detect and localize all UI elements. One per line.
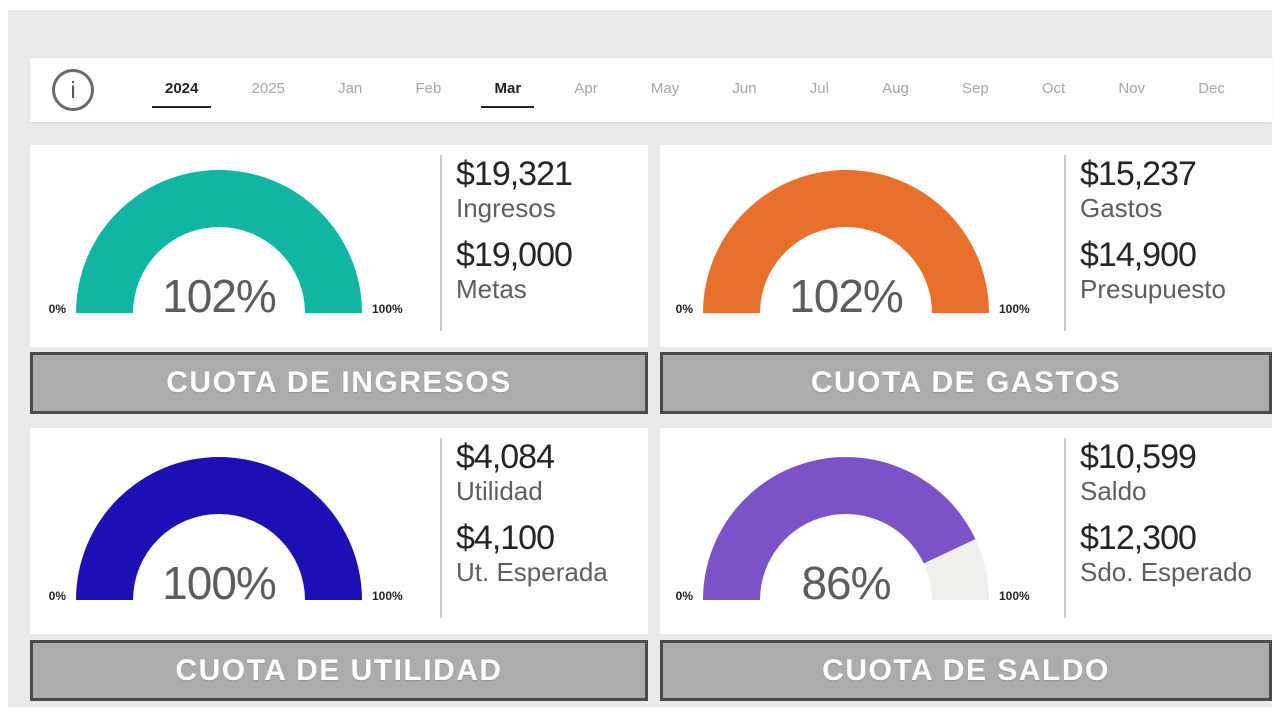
gauge-area: 86% 0% 100% <box>660 428 1064 634</box>
slicer-month-dec[interactable]: Dec <box>1198 80 1225 97</box>
kpi-value: $4,084 <box>456 438 555 476</box>
gauge-percent-label: 102% <box>789 270 904 322</box>
gauge-percent-label: 102% <box>162 270 277 322</box>
kpi-card-saldo: 86% 0% 100% $10,599 Saldo $12,300 Sdo. E… <box>660 428 1272 634</box>
vertical-divider <box>1064 438 1066 618</box>
gauge-ingresos[interactable]: 102% 0% 100% <box>49 167 403 319</box>
filter-bar: i 2024 2025 Jan Feb Mar Apr May Jun Jul … <box>30 58 1272 122</box>
card-title-ingresos: CUOTA DE INGRESOS <box>30 352 648 414</box>
kpi-value: $10,599 <box>1080 438 1197 476</box>
slicer-year-2024[interactable]: 2024 <box>152 72 212 108</box>
vertical-divider <box>440 438 442 618</box>
slicer-month-nov[interactable]: Nov <box>1118 80 1146 97</box>
kpi-value-label: Gastos <box>1080 193 1163 224</box>
gauge-arc-gastos <box>703 170 989 313</box>
kpi-target-label: Metas <box>456 274 527 305</box>
kpi-values: $4,084 Utilidad $4,100 Ut. Esperada <box>442 428 648 634</box>
kpi-target: $14,900 <box>1080 235 1197 274</box>
card-title-utilidad: CUOTA DE UTILIDAD <box>30 640 648 701</box>
slicer-year-2025[interactable]: 2025 <box>251 80 285 97</box>
slicer-month-may[interactable]: May <box>650 80 680 97</box>
kpi-target-label: Sdo. Esperado <box>1080 557 1253 588</box>
kpi-target-label: Ut. Esperada <box>456 557 608 588</box>
kpi-card-ingresos: 102% 0% 100% $19,321 Ingresos $19,000 Me… <box>30 145 648 347</box>
slicer-month-sep[interactable]: Sep <box>961 80 989 97</box>
kpi-value: $15,237 <box>1080 155 1197 193</box>
gauge-min-label: 0% <box>675 589 693 603</box>
gauge-max-label: 100% <box>999 589 1030 603</box>
kpi-card-utilidad: 100% 0% 100% $4,084 Utilidad $4,100 Ut. … <box>30 428 648 634</box>
gauge-utilidad[interactable]: 100% 0% 100% <box>49 454 403 606</box>
gauge-saldo[interactable]: 86% 0% 100% <box>676 454 1030 606</box>
kpi-target: $4,100 <box>456 518 555 557</box>
gauge-min-label: 0% <box>48 302 66 316</box>
kpi-values: $15,237 Gastos $14,900 Presupuesto <box>1066 145 1272 347</box>
gauge-min-label: 0% <box>48 589 66 603</box>
card-title-gastos: CUOTA DE GASTOS <box>660 352 1272 414</box>
date-slicers: 2024 2025 Jan Feb Mar Apr May Jun Jul Au… <box>94 72 1272 108</box>
gauge-arc-utilidad <box>76 457 362 600</box>
kpi-value: $19,321 <box>456 155 573 193</box>
info-icon[interactable]: i <box>52 69 94 111</box>
kpi-card-gastos: 102% 0% 100% $15,237 Gastos $14,900 Pres… <box>660 145 1272 347</box>
vertical-divider <box>1064 155 1066 331</box>
kpi-value-label: Ingresos <box>456 193 556 224</box>
gauge-max-label: 100% <box>372 302 403 316</box>
gauge-arc-ingresos <box>76 170 362 313</box>
kpi-target: $19,000 <box>456 235 573 274</box>
gauge-arc-saldo <box>703 457 989 600</box>
slicer-month-oct[interactable]: Oct <box>1041 80 1066 97</box>
slicer-month-jan[interactable]: Jan <box>338 80 363 97</box>
gauge-area: 102% 0% 100% <box>660 145 1064 347</box>
slicer-month-jun[interactable]: Jun <box>732 80 757 97</box>
slicer-month-jul[interactable]: Jul <box>809 80 829 97</box>
gauge-area: 102% 0% 100% <box>30 145 440 347</box>
kpi-target: $12,300 <box>1080 518 1197 557</box>
gauge-gastos[interactable]: 102% 0% 100% <box>676 167 1030 319</box>
slicer-month-feb[interactable]: Feb <box>415 80 442 97</box>
gauge-percent-label: 86% <box>801 557 891 609</box>
kpi-value-label: Saldo <box>1080 476 1147 507</box>
kpi-value-label: Utilidad <box>456 476 543 507</box>
slicer-month-apr[interactable]: Apr <box>574 80 598 97</box>
gauge-area: 100% 0% 100% <box>30 428 440 634</box>
gauge-percent-label: 100% <box>162 557 277 609</box>
gauge-max-label: 100% <box>372 589 403 603</box>
info-icon-glyph: i <box>70 76 76 103</box>
kpi-values: $19,321 Ingresos $19,000 Metas <box>442 145 648 347</box>
kpi-values: $10,599 Saldo $12,300 Sdo. Esperado <box>1066 428 1272 634</box>
vertical-divider <box>440 155 442 331</box>
slicer-month-mar[interactable]: Mar <box>481 72 534 108</box>
gauge-min-label: 0% <box>675 302 693 316</box>
kpi-target-label: Presupuesto <box>1080 274 1226 305</box>
slicer-month-aug[interactable]: Aug <box>882 80 909 97</box>
gauge-max-label: 100% <box>999 302 1030 316</box>
card-title-saldo: CUOTA DE SALDO <box>660 640 1272 701</box>
